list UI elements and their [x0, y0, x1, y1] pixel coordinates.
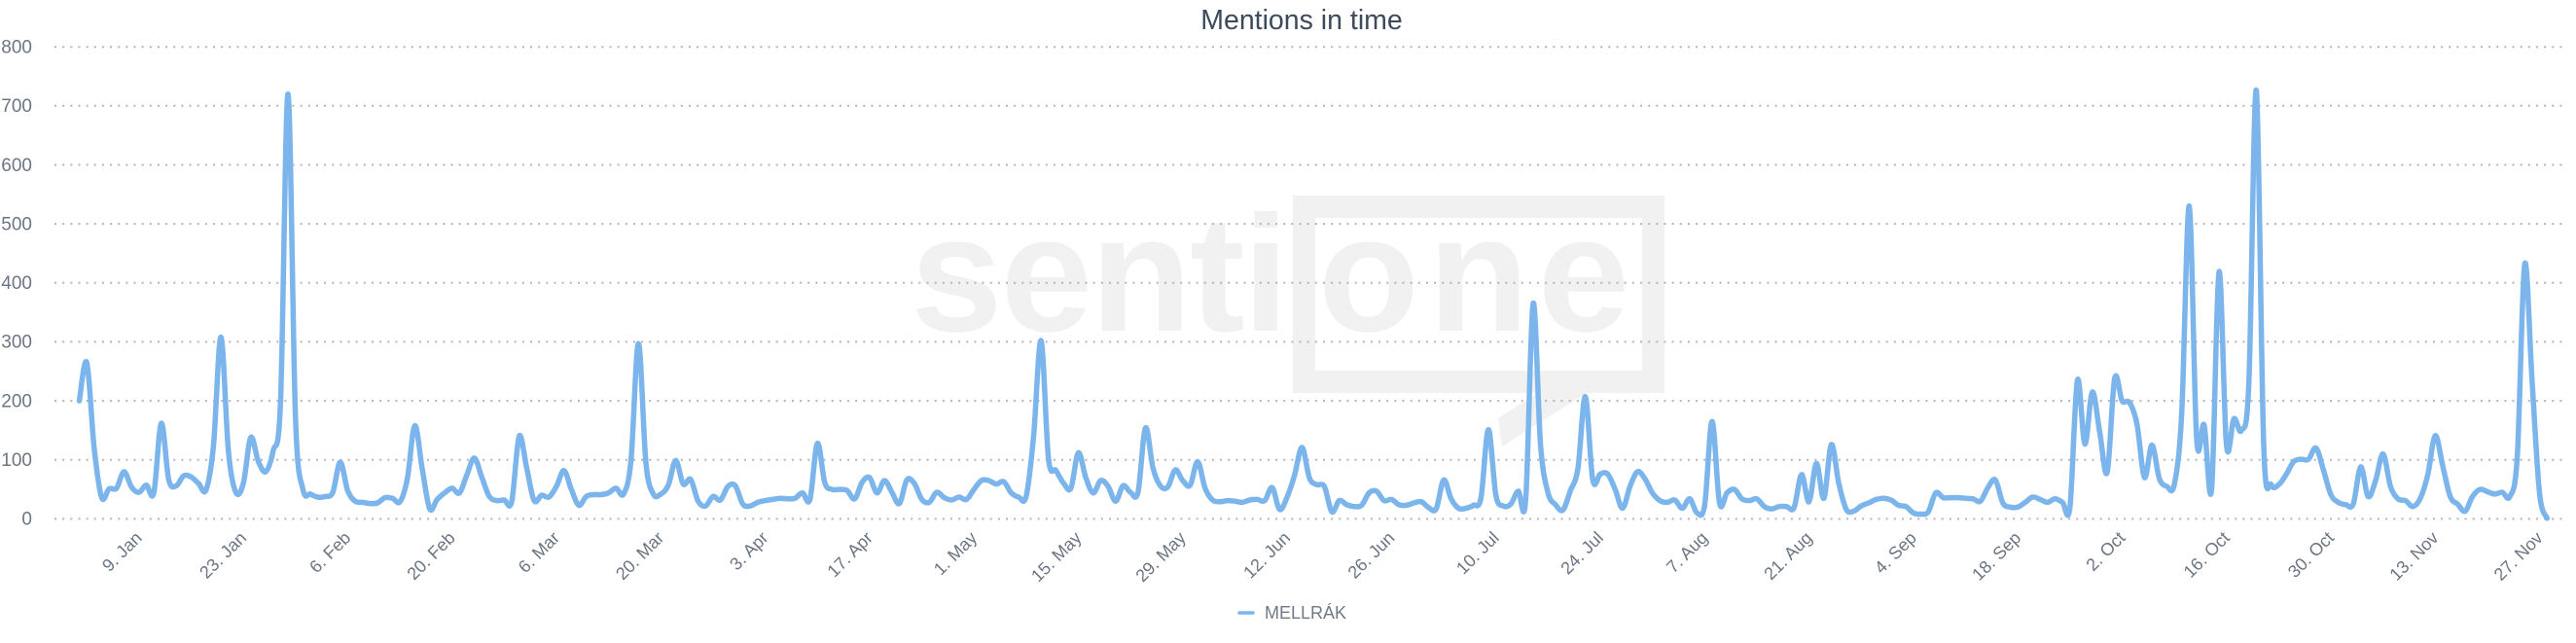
- svg-text:MELLRÁK: MELLRÁK: [1265, 603, 1346, 623]
- svg-text:senti: senti: [911, 182, 1287, 367]
- svg-text:400: 400: [1, 273, 32, 294]
- svg-text:700: 700: [1, 96, 32, 117]
- svg-text:200: 200: [1, 391, 32, 411]
- svg-text:0: 0: [21, 510, 32, 530]
- svg-text:100: 100: [1, 450, 32, 471]
- svg-text:800: 800: [1, 38, 32, 58]
- svg-text:300: 300: [1, 333, 32, 353]
- svg-text:Mentions in time: Mentions in time: [1200, 5, 1403, 36]
- svg-text:500: 500: [1, 214, 32, 234]
- svg-text:600: 600: [1, 156, 32, 176]
